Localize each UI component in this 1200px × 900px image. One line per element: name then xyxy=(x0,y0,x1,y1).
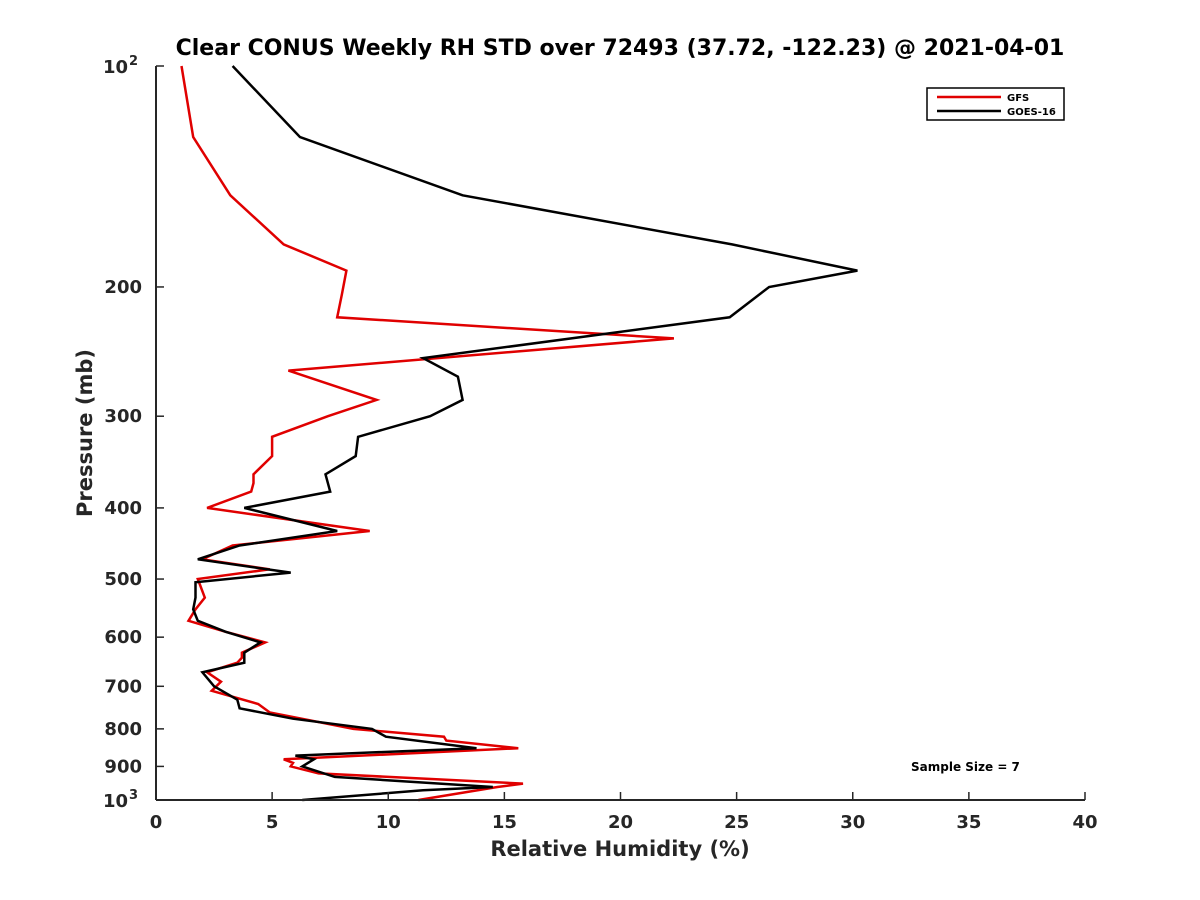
x-ticks: 0 5 10 15 20 25 30 35 40 xyxy=(150,792,1098,833)
y-tick-label: 700 xyxy=(104,676,142,697)
x-tick-label: 10 xyxy=(376,812,401,833)
y-tick-label-base: 10 xyxy=(103,791,128,812)
y-tick-label-exponent: 3 xyxy=(129,788,138,803)
series-line-goes16 xyxy=(191,65,858,802)
y-tick-label: 900 xyxy=(104,756,142,777)
sample-size-annotation: Sample Size = 7 xyxy=(911,760,1020,774)
y-tick-label: 200 xyxy=(104,277,142,298)
legend-label-goes16: GOES-16 xyxy=(1007,107,1056,118)
x-tick-label: 5 xyxy=(266,812,279,833)
legend: GFS GOES-16 xyxy=(926,87,1065,121)
x-axis-label: Relative Humidity (%) xyxy=(490,837,749,861)
legend-box xyxy=(926,87,1065,121)
x-tick-label: 25 xyxy=(724,812,749,833)
y-tick-label: 500 xyxy=(104,569,142,590)
y-tick-label-base: 10 xyxy=(103,57,128,78)
x-tick-label: 15 xyxy=(492,812,517,833)
legend-label-gfs: GFS xyxy=(1007,93,1029,104)
chart-title: Clear CONUS Weekly RH STD over 72493 (37… xyxy=(176,36,1065,61)
x-tick-label: 30 xyxy=(840,812,865,833)
y-axis-label: Pressure (mb) xyxy=(73,349,97,517)
y-tick-label: 800 xyxy=(104,719,142,740)
y-tick-label: 600 xyxy=(104,627,142,648)
series-line-gfs xyxy=(180,65,675,802)
y-tick-label: 400 xyxy=(104,498,142,519)
y-tick-label: 300 xyxy=(104,406,142,427)
x-tick-label: 40 xyxy=(1072,812,1097,833)
y-tick-label-exponent: 2 xyxy=(129,54,138,69)
x-tick-label: 0 xyxy=(150,812,163,833)
x-tick-label: 35 xyxy=(956,812,981,833)
plot-lines xyxy=(180,65,858,802)
x-tick-label: 20 xyxy=(608,812,633,833)
